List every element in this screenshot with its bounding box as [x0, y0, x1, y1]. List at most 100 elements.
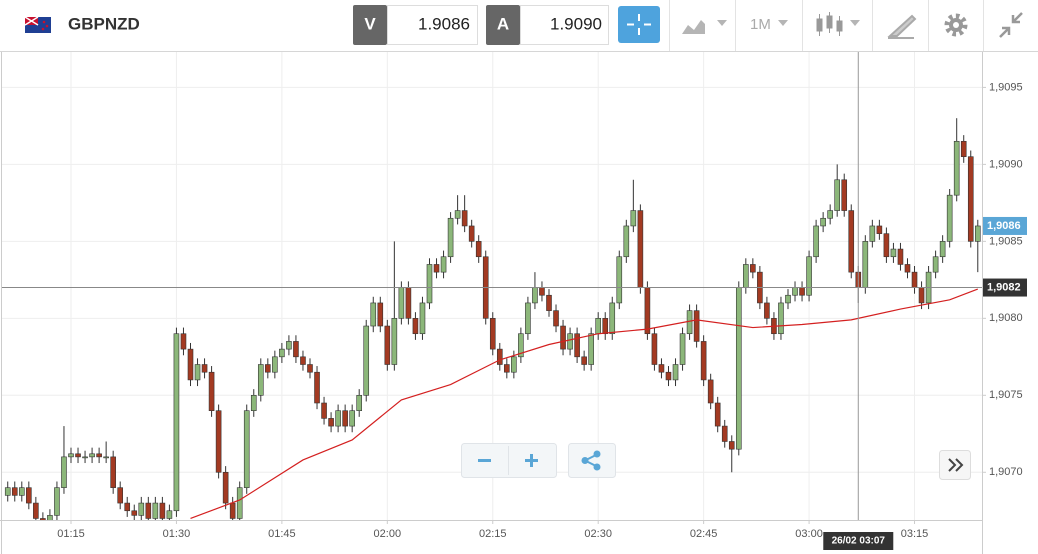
- candle-body-down: [342, 410, 348, 427]
- candle-body-up: [862, 241, 869, 288]
- candle-body-down: [265, 364, 271, 373]
- candle-body-down: [489, 318, 496, 350]
- candle-body-down: [124, 502, 131, 512]
- candle-body-up: [349, 410, 355, 427]
- candle-body-up: [103, 456, 109, 459]
- candle-body-down: [799, 287, 805, 296]
- candle-body-up: [820, 217, 826, 227]
- candle-body-down: [876, 225, 883, 234]
- candle-body-down: [841, 179, 848, 211]
- collapse-button[interactable]: [999, 12, 1023, 38]
- candle-body-up: [54, 487, 60, 516]
- ask-button[interactable]: [486, 5, 520, 45]
- candle-body-down: [110, 456, 116, 488]
- y-tick-label: 1,9095: [989, 81, 1023, 93]
- candle-body-down: [117, 487, 124, 504]
- candle-body-up: [609, 302, 616, 335]
- candle-body-down: [96, 453, 102, 458]
- candle-body-down: [721, 425, 728, 442]
- candle-body-down: [764, 302, 770, 319]
- crosshair-time-label: 26/02 03:07: [832, 536, 886, 547]
- candle-body-up: [588, 333, 594, 365]
- candle-body-up: [939, 241, 946, 258]
- share-button[interactable]: [568, 443, 616, 478]
- candle-body-down: [475, 241, 482, 258]
- candle-body-down: [665, 371, 672, 381]
- candle-style-button[interactable]: [816, 12, 860, 36]
- candle-body-down: [307, 364, 313, 373]
- settings-button[interactable]: [944, 13, 968, 37]
- candle-body-down: [215, 410, 222, 473]
- x-tick-label: 03:15: [901, 528, 929, 540]
- candle-body-up: [166, 510, 173, 519]
- candle-body-down: [651, 333, 658, 365]
- candle-body-down: [967, 156, 974, 242]
- scroll-latest-button[interactable]: [939, 450, 971, 480]
- candle-body-up: [335, 410, 341, 427]
- ask-value: 1.9090: [550, 14, 602, 33]
- candle-body-down: [314, 371, 320, 404]
- candle-body-down: [377, 302, 384, 327]
- candle-body-down: [504, 364, 510, 373]
- bid-button[interactable]: [353, 5, 387, 45]
- candle-body-down: [405, 287, 412, 319]
- chart-type-button[interactable]: [682, 20, 727, 34]
- candle-body-down: [560, 325, 566, 350]
- candle-body-up: [363, 325, 370, 396]
- candle-body-up: [953, 140, 960, 196]
- bid-label: V: [364, 14, 376, 33]
- candle-body-down: [750, 264, 756, 273]
- candle-body-up: [630, 210, 637, 227]
- candle-body-up: [89, 453, 95, 458]
- candle-body-up: [250, 395, 257, 411]
- candle-body-up: [194, 364, 201, 381]
- candle-body-up: [623, 225, 630, 258]
- candle-body-down: [384, 325, 391, 365]
- crosshair-time-tag: [823, 532, 894, 550]
- zoom-in-button[interactable]: [525, 454, 538, 467]
- candle-body-down: [293, 341, 299, 358]
- candle-body-down: [433, 264, 440, 273]
- candle-body-down: [960, 140, 967, 157]
- candle-body-up: [243, 410, 250, 488]
- candle-body-up: [518, 333, 524, 358]
- y-tick-label: 1,9075: [989, 389, 1023, 401]
- y-tick-label: 1,9090: [989, 158, 1023, 170]
- crosshair-button[interactable]: [618, 6, 660, 43]
- candle-body-up: [827, 210, 833, 219]
- timeframe[interactable]: 1M: [750, 16, 771, 33]
- candle-body-up: [82, 456, 88, 459]
- candle-body-down: [26, 487, 32, 504]
- candle-body-down: [714, 402, 721, 427]
- candle-body-down: [496, 348, 503, 365]
- candle-body-up: [279, 348, 285, 358]
- candle-body-down: [637, 210, 644, 288]
- x-tick-label: 01:30: [163, 528, 191, 540]
- candle-body-up: [18, 487, 25, 496]
- candle-body-up: [806, 256, 812, 296]
- candle-body-down: [180, 333, 187, 350]
- candle-body-up: [286, 341, 292, 350]
- candle-body-up: [61, 456, 67, 488]
- y-tick-label: 1,9085: [989, 235, 1023, 247]
- last-price-tag: [983, 216, 1027, 235]
- candle-body-down: [918, 287, 925, 304]
- candle-body-down: [208, 371, 215, 411]
- candle-body-up: [890, 248, 897, 258]
- candle-body-up: [679, 333, 686, 365]
- candle-body-up: [257, 364, 264, 396]
- candle-body-down: [700, 341, 707, 381]
- plot-area: [2, 52, 982, 520]
- candle-body-up: [4, 487, 11, 496]
- candle-body-up: [138, 502, 145, 516]
- candle-body-down: [187, 348, 194, 381]
- candle-body-up: [440, 256, 447, 273]
- candle-body-down: [131, 510, 138, 516]
- candle-body-down: [159, 502, 166, 519]
- x-tick-label: 01:45: [268, 528, 296, 540]
- candle-body-down: [707, 379, 714, 404]
- drawing-tool-button[interactable]: [887, 14, 917, 39]
- candle-body-up: [869, 225, 876, 242]
- candle-body-up: [813, 225, 819, 258]
- candle-body-up: [785, 294, 791, 304]
